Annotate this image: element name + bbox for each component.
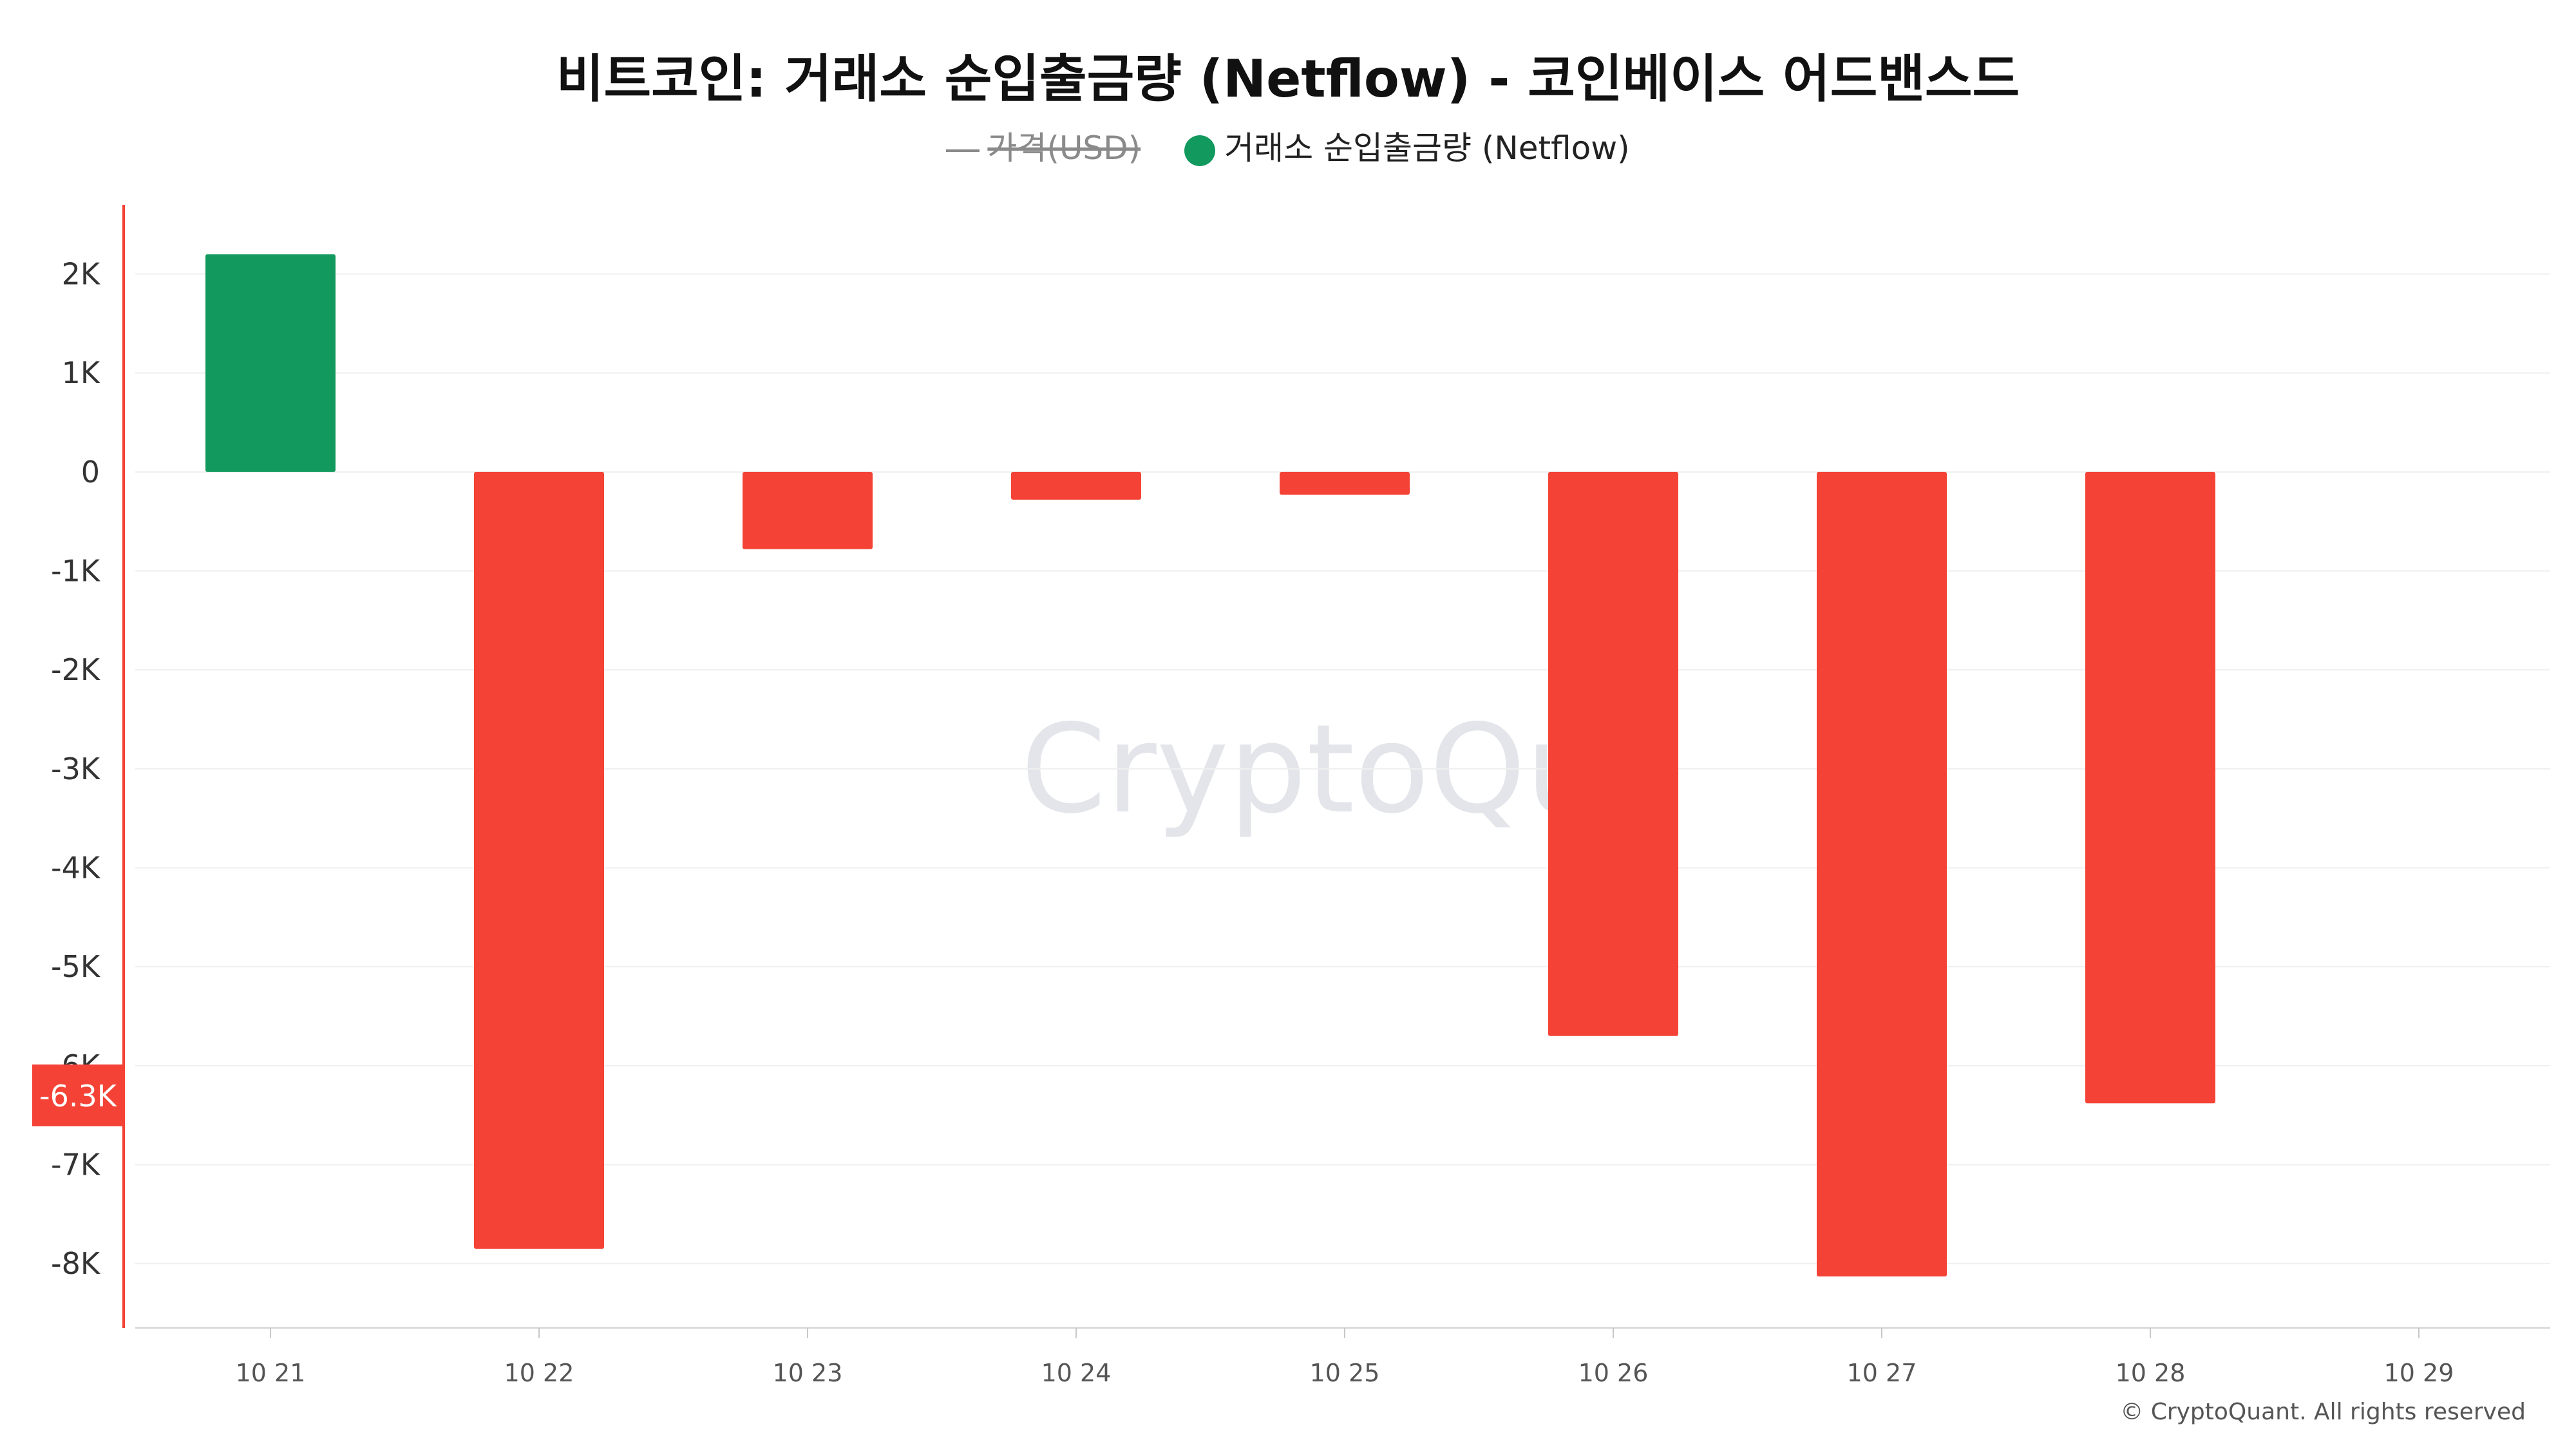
y-tick-label: -2K [51,652,101,687]
netflow-bar [1548,471,1678,1036]
current-value-label: -6.3K [39,1079,118,1113]
netflow-bar [743,471,873,549]
y-tick-label: -3K [51,752,101,786]
copyright-notice: © CryptoQuant. All rights reserved [2120,1399,2526,1425]
x-tick-label: 10 25 [1310,1359,1380,1387]
current-value-marker [32,1064,124,1126]
x-tick-label: 10 23 [773,1359,843,1387]
legend-item-price[interactable]: 가격(USD) [946,122,1141,169]
x-tick-label: 10 29 [2384,1359,2454,1387]
x-tick-label: 10 21 [236,1359,306,1387]
y-tick-label: 2K [62,257,101,292]
y-tick-label: -7K [51,1147,101,1182]
netflow-bar [1817,471,1947,1277]
circle-dot-icon [1184,135,1216,166]
netflow-bar [474,471,604,1249]
chart-title: 비트코인: 거래소 순입출금량 (Netflow) - 코인베이스 어드밴스드 [556,49,2020,109]
y-tick-label: -4K [51,850,101,885]
y-tick-label: 0 [81,455,100,489]
y-tick-label: 1K [62,355,101,390]
netflow-bar [205,254,336,472]
netflow-bar [1011,471,1141,500]
legend-item-netflow[interactable]: 거래소 순입출금량 (Netflow) [1184,122,1630,169]
netflow-bar [2085,471,2215,1104]
legend-netflow-label: 거래소 순입출금량 (Netflow) [1224,129,1630,167]
y-tick-label: -1K [51,554,101,589]
x-tick-label: 10 24 [1041,1359,1112,1387]
netflow-bar [1280,471,1410,495]
legend-price-label: 가격(USD) [987,129,1141,167]
y-tick-label: -5K [51,949,101,984]
x-tick-label: 10 26 [1578,1359,1649,1387]
legend: 가격(USD) 거래소 순입출금량 (Netflow) [0,122,2576,169]
line-dash-icon [946,149,980,152]
x-tick-label: 10 27 [1847,1359,1917,1387]
x-tick-label: 10 22 [504,1359,574,1387]
y-tick-label: -8K [51,1246,101,1281]
x-tick-label: 10 28 [2116,1359,2186,1387]
